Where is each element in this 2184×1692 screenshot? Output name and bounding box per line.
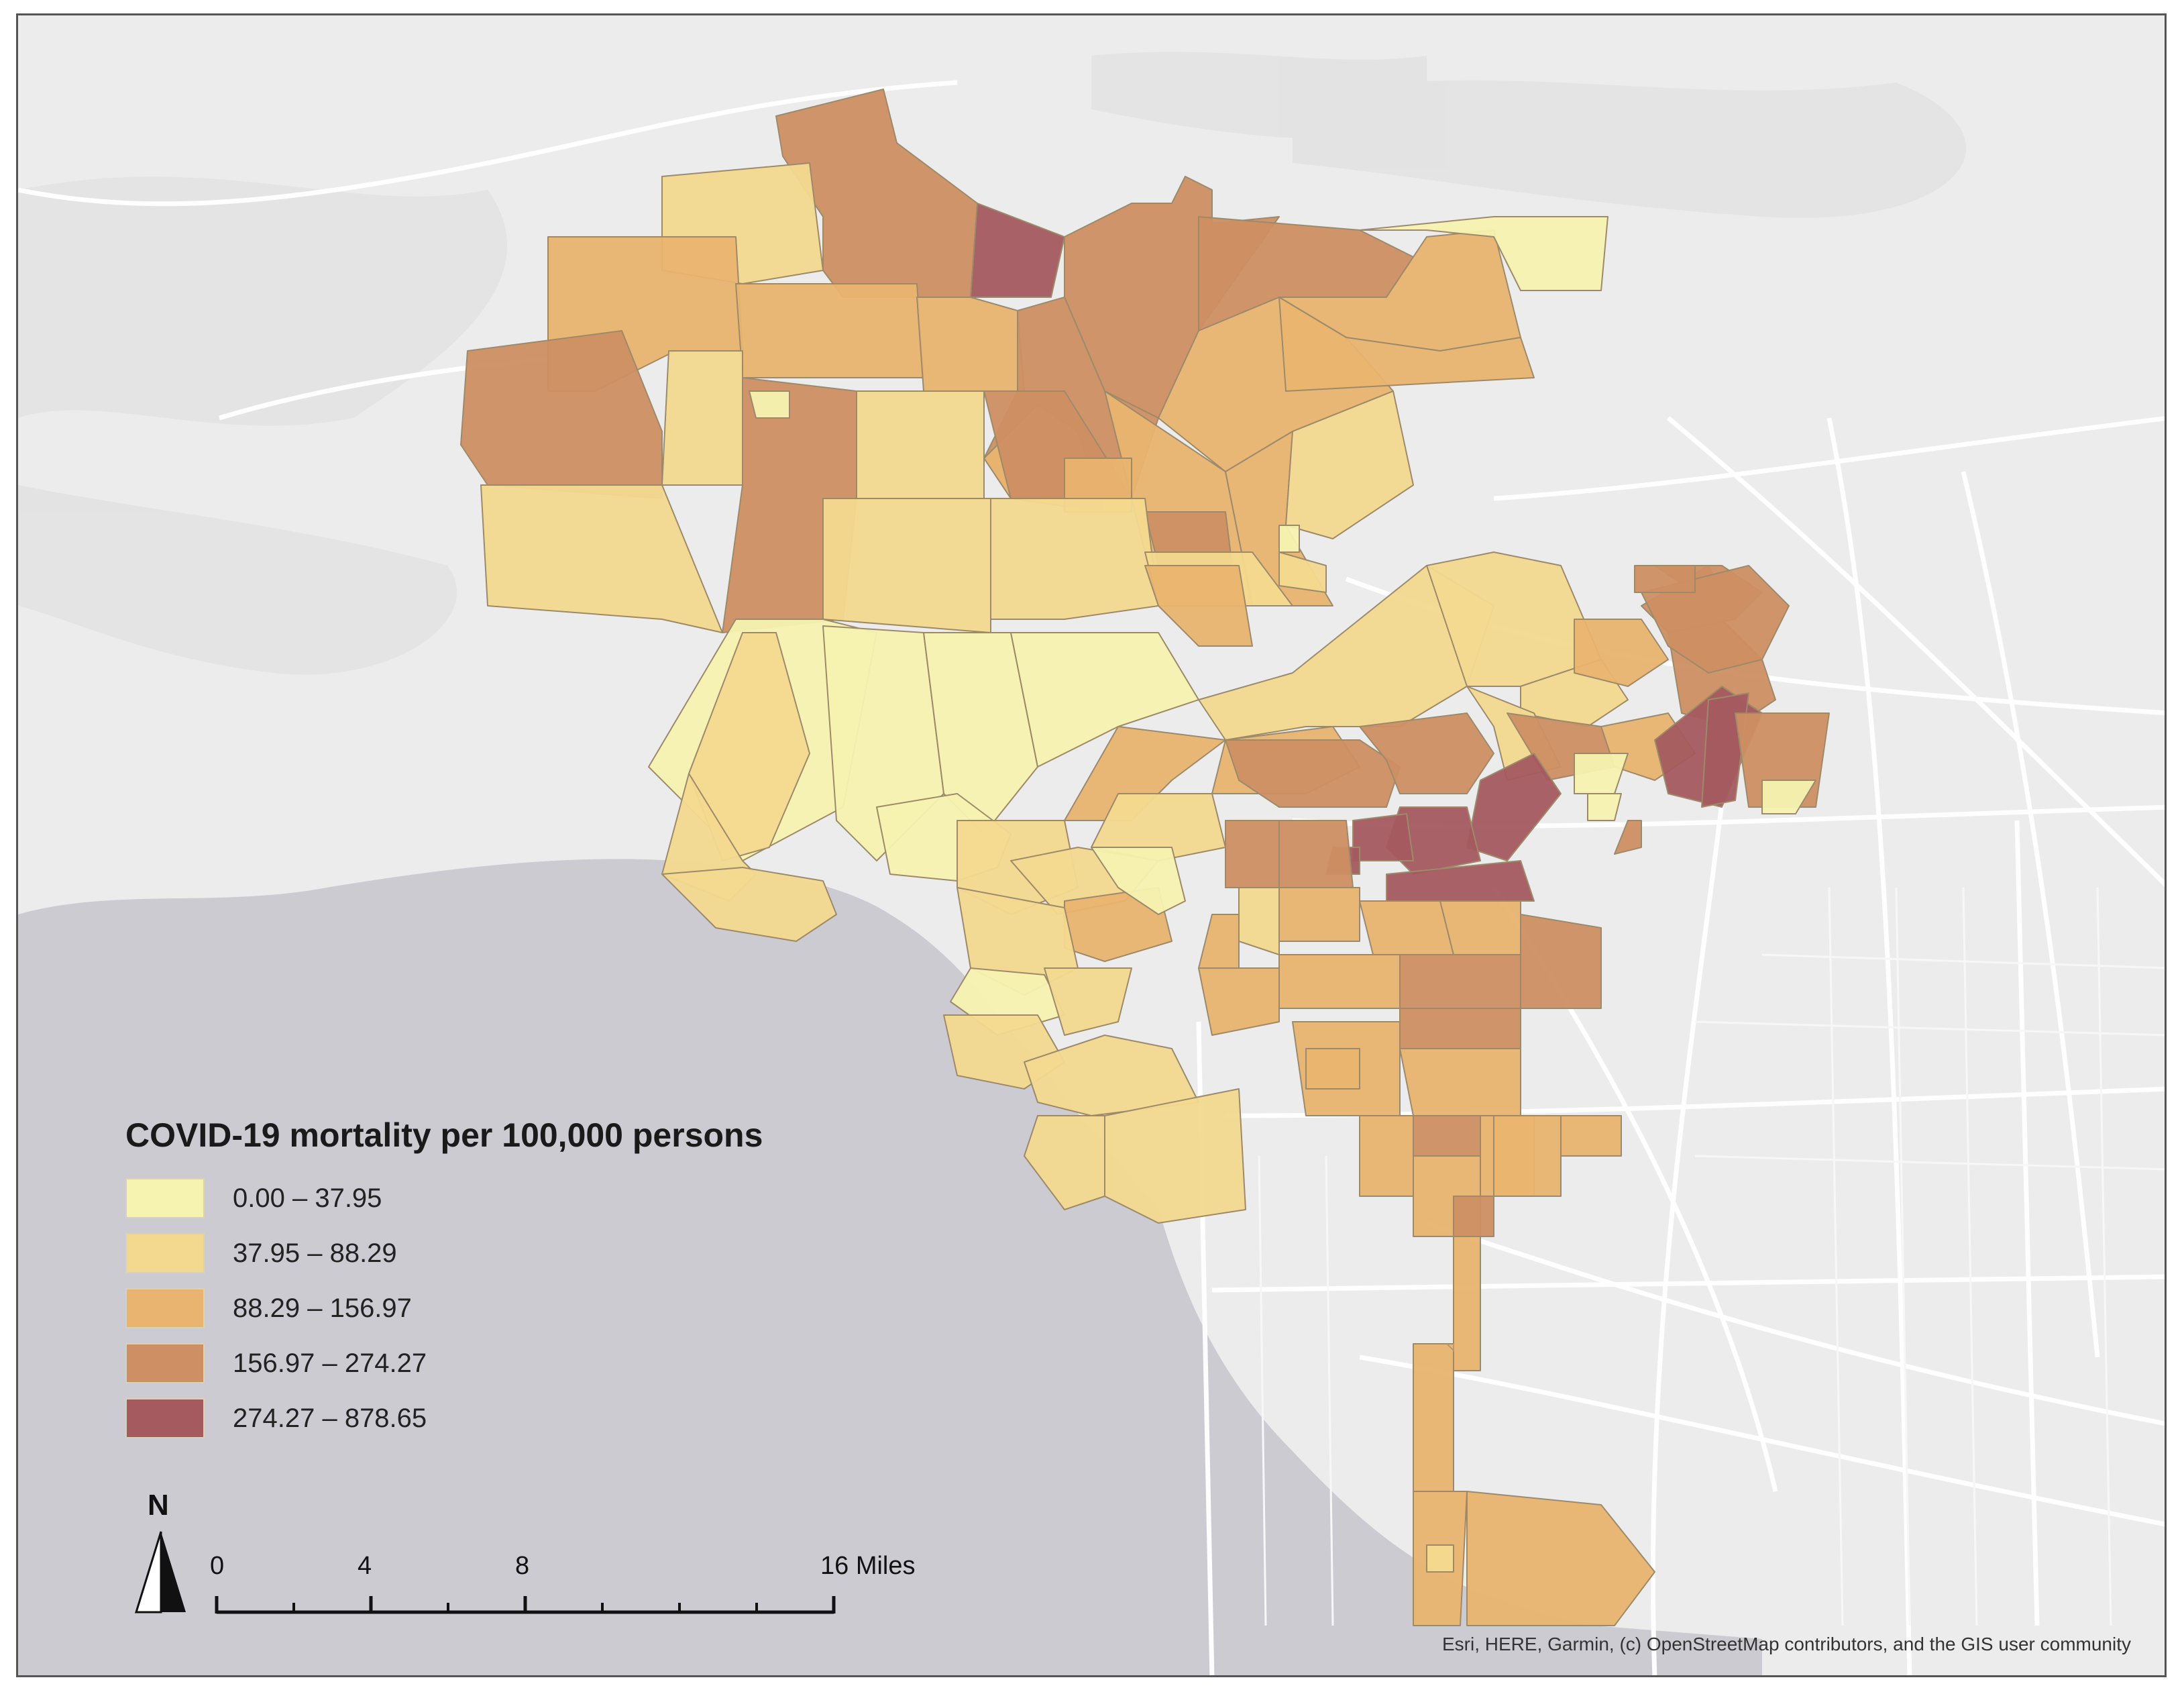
legend-item: 37.95 – 88.29 — [125, 1226, 763, 1281]
neighborhood-polygon[interactable] — [1574, 619, 1669, 687]
north-arrow-icon — [134, 1531, 186, 1614]
neighborhood-polygon[interactable] — [1024, 1115, 1105, 1210]
scale-label: 8 — [515, 1552, 530, 1580]
legend-swatch — [125, 1178, 205, 1218]
legend-label: 88.29 – 156.97 — [233, 1293, 412, 1323]
neighborhood-polygon[interactable] — [1091, 793, 1226, 861]
legend-swatch — [125, 1343, 205, 1383]
neighborhood-polygon[interactable] — [1399, 1048, 1521, 1116]
neighborhood-polygon[interactable] — [1439, 900, 1521, 955]
neighborhood-polygon[interactable] — [822, 498, 991, 633]
neighborhood-polygon[interactable] — [460, 330, 663, 499]
neighborhood-polygon[interactable] — [749, 390, 790, 419]
legend-label: 37.95 – 88.29 — [233, 1238, 397, 1268]
scale-label: 0 — [210, 1552, 225, 1580]
north-label: N — [148, 1489, 169, 1522]
neighborhood-polygon[interactable] — [1426, 1544, 1454, 1573]
neighborhood-polygon[interactable] — [1386, 860, 1535, 902]
neighborhood-polygon[interactable] — [970, 203, 1065, 298]
neighborhood-polygon[interactable] — [1587, 793, 1622, 821]
neighborhood-polygon[interactable] — [1560, 1115, 1622, 1157]
legend-item: 156.97 – 274.27 — [125, 1336, 763, 1391]
neighborhood-polygon[interactable] — [1520, 914, 1602, 1009]
neighborhood-polygon[interactable] — [1305, 1048, 1360, 1090]
neighborhood-polygon[interactable] — [1399, 954, 1521, 1009]
terrain-shading — [18, 52, 1967, 675]
legend-swatch — [125, 1288, 205, 1328]
neighborhood-polygon[interactable] — [1413, 1343, 1454, 1492]
neighborhood-polygon[interactable] — [1225, 820, 1280, 888]
legend-label: 274.27 – 878.65 — [233, 1403, 427, 1433]
neighborhood-polygon[interactable] — [1278, 525, 1300, 553]
neighborhood-polygon[interactable] — [1453, 1196, 1494, 1237]
neighborhood-polygons[interactable] — [460, 89, 1830, 1626]
neighborhood-polygon[interactable] — [1278, 551, 1327, 593]
neighborhood-polygon[interactable] — [1285, 390, 1414, 539]
neighborhood-polygon[interactable] — [1352, 813, 1414, 861]
choropleth-map[interactable] — [18, 15, 2167, 1677]
neighborhood-polygon[interactable] — [1278, 954, 1401, 1009]
neighborhood-polygon[interactable] — [1359, 216, 1608, 291]
neighborhood-polygon[interactable] — [990, 498, 1159, 620]
neighborhood-polygon[interactable] — [661, 350, 743, 486]
neighborhood-polygon[interactable] — [1278, 297, 1535, 392]
minor-roads — [1258, 887, 2165, 1626]
legend-item: 88.29 – 156.97 — [125, 1281, 763, 1336]
neighborhood-polygon[interactable] — [1493, 1115, 1562, 1197]
neighborhood-polygon[interactable] — [735, 283, 924, 378]
legend-label: 156.97 – 274.27 — [233, 1348, 427, 1378]
neighborhood-polygon[interactable] — [1634, 565, 1696, 593]
legend-item: 0.00 – 37.95 — [125, 1171, 763, 1226]
neighborhood-polygon[interactable] — [1144, 565, 1253, 647]
neighborhood-polygon[interactable] — [1761, 780, 1816, 814]
neighborhood-polygon[interactable] — [1359, 712, 1494, 794]
legend-item: 274.27 – 878.65 — [125, 1391, 763, 1446]
scale-label: 16 Miles — [820, 1552, 916, 1580]
neighborhood-polygon[interactable] — [480, 484, 723, 633]
neighborhood-polygon[interactable] — [923, 632, 1038, 835]
neighborhood-polygon[interactable] — [1091, 847, 1186, 915]
neighborhood-polygon[interactable] — [1614, 820, 1642, 855]
neighborhood-polygon[interactable] — [1278, 820, 1354, 888]
scale-bar: 0 4 8 16 Miles — [210, 1552, 916, 1632]
legend-label: 0.00 – 37.95 — [233, 1183, 382, 1213]
scale-bar-graphic — [215, 1596, 836, 1614]
map-frame[interactable]: COVID-19 mortality per 100,000 persons 0… — [16, 13, 2167, 1677]
neighborhood-polygon[interactable] — [1359, 900, 1454, 955]
neighborhood-polygon[interactable] — [1413, 1115, 1481, 1157]
neighborhood-polygon[interactable] — [916, 297, 1025, 392]
neighborhood-polygon[interactable] — [1278, 887, 1360, 942]
neighborhood-polygon[interactable] — [661, 867, 837, 942]
neighborhood-polygon[interactable] — [1010, 632, 1199, 768]
neighborhood-polygon[interactable] — [1044, 967, 1132, 1036]
neighborhood-polygon[interactable] — [1198, 967, 1280, 1036]
scale-label: 4 — [358, 1552, 372, 1580]
pacific-ocean — [18, 859, 1762, 1675]
map-legend: COVID-19 mortality per 100,000 persons 0… — [125, 1116, 763, 1446]
neighborhood-polygon[interactable] — [1225, 739, 1401, 808]
neighborhood-polygon[interactable] — [856, 390, 985, 499]
harbor-corridor-outline — [1446, 1343, 1454, 1353]
neighborhood-polygon[interactable] — [1453, 1236, 1481, 1371]
neighborhood-polygon[interactable] — [1399, 1008, 1521, 1049]
legend-swatch — [125, 1398, 205, 1438]
neighborhood-polygon[interactable] — [1466, 1491, 1655, 1626]
legend-swatch — [125, 1233, 205, 1273]
legend-title: COVID-19 mortality per 100,000 persons — [125, 1116, 763, 1154]
map-attribution: Esri, HERE, Garmin, (c) OpenStreetMap co… — [1441, 1634, 2131, 1654]
neighborhood-polygon[interactable] — [1359, 1115, 1414, 1197]
